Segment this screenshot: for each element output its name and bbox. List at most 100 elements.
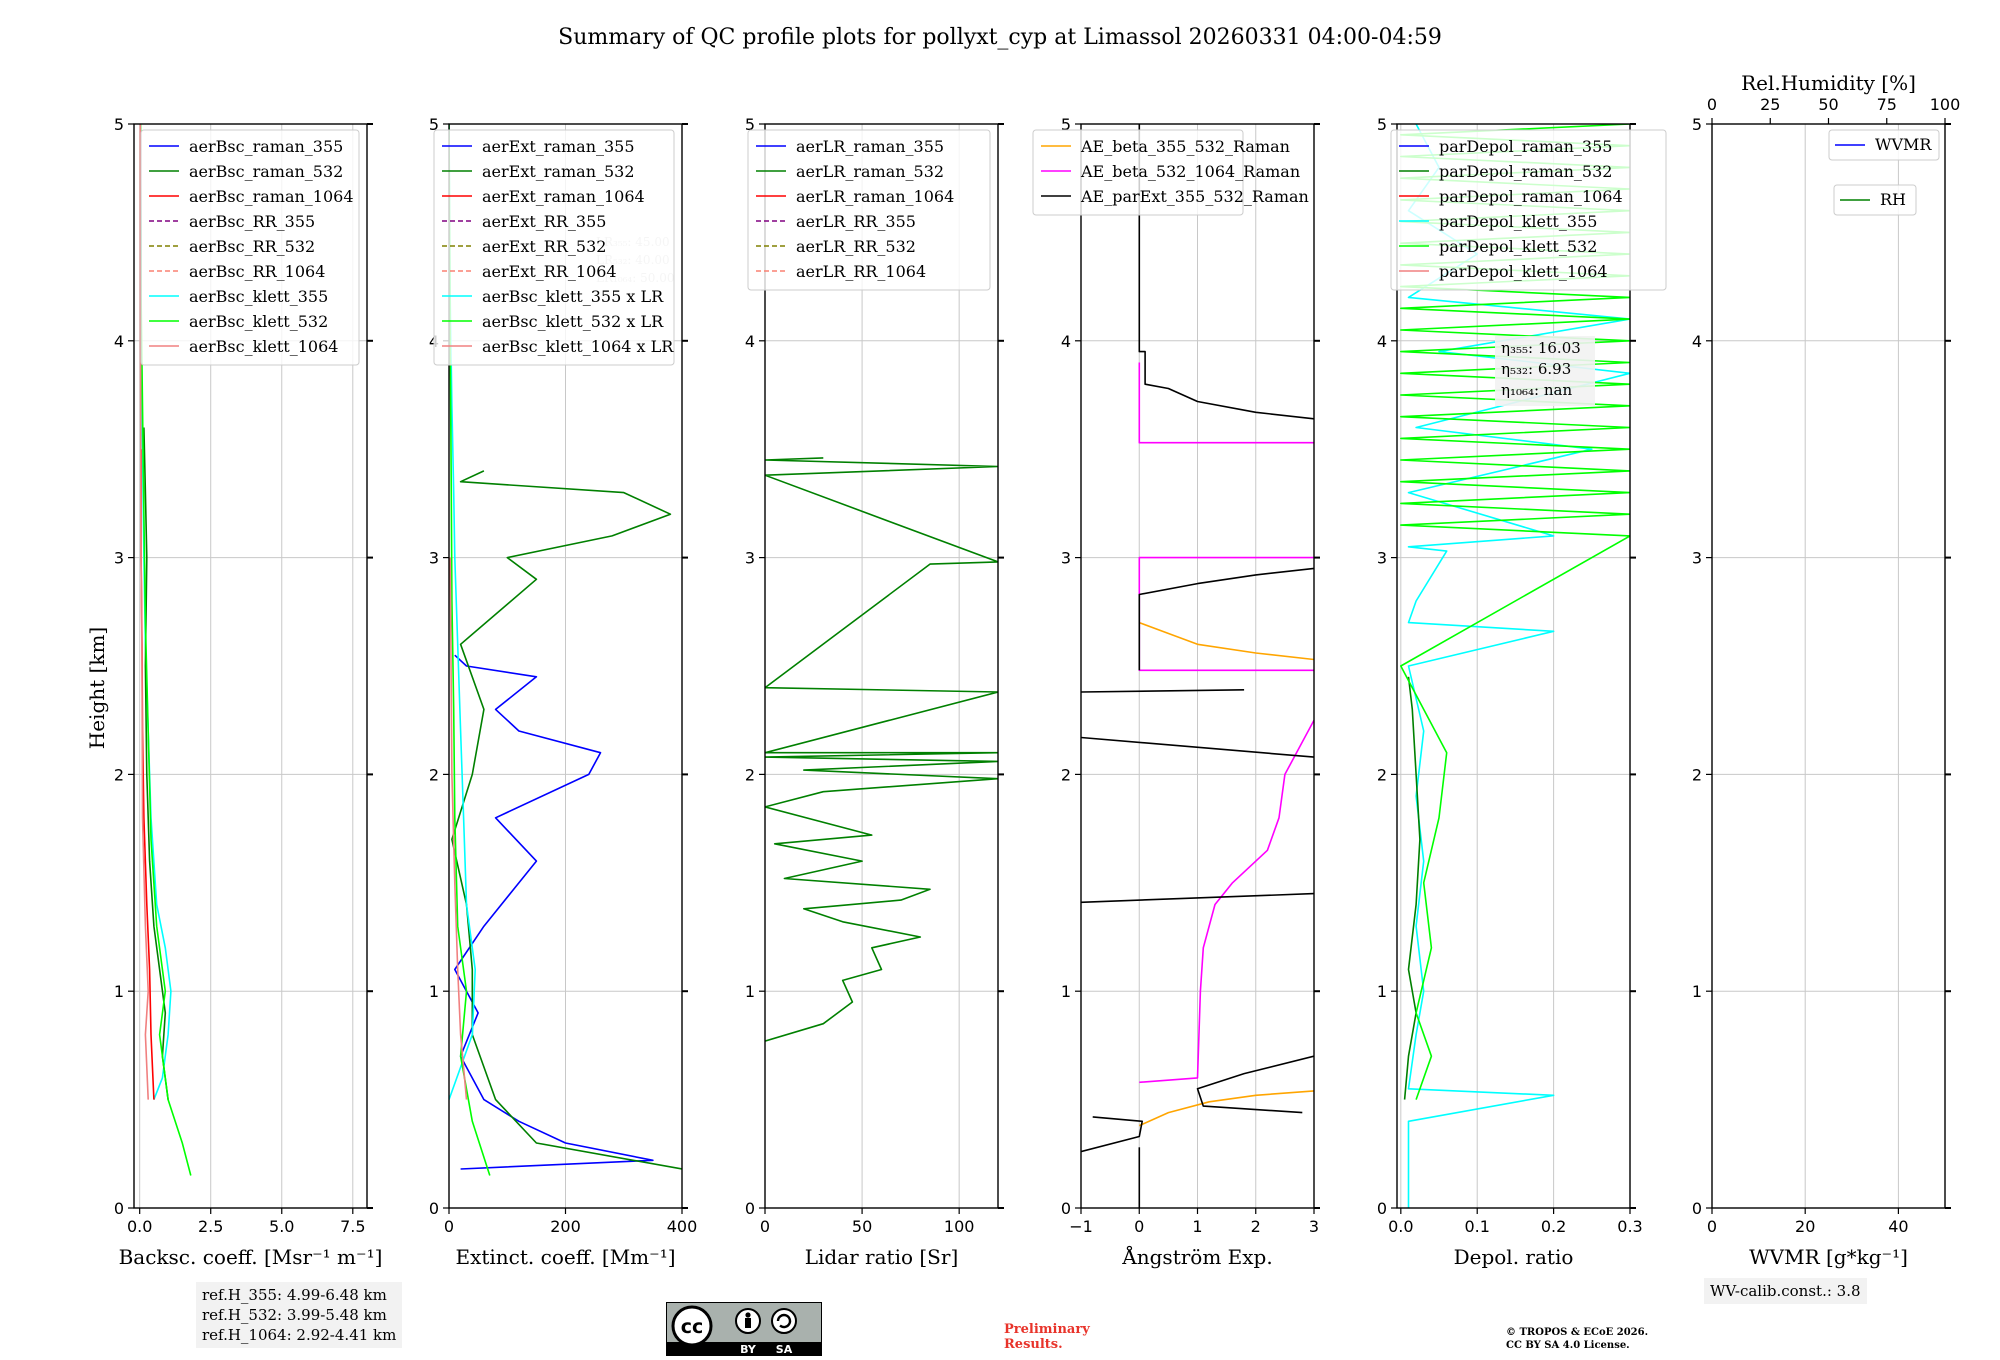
legend-label-2: aerExt_raman_1064 (482, 187, 645, 206)
series-group-lidar_ratio (765, 457, 998, 1042)
y-tick-label-5: 5 (1377, 115, 1387, 134)
top-x-axis-label: Rel.Humidity [%] (1741, 71, 1916, 95)
axes-frame-water_vapor (1711, 123, 1946, 1209)
x-axis-label-angstrom: Ångström Exp. (1121, 1244, 1272, 1269)
legend-label-3: aerExt_RR_355 (482, 212, 606, 231)
copyright-note: © TROPOS & ECoE 2026. CC BY SA 4.0 Licen… (1506, 1326, 1648, 1352)
panel-extinction: LR₃₅₅: 45.00LR₅₃₂: 40.00LR₁₀₆₄: 50.00020… (429, 115, 697, 1269)
legend-label-7: aerBsc_klett_532 (189, 312, 328, 331)
series-line-AE_parExt_355_532_Raman_h24 (1081, 689, 1245, 693)
y-tick-label-5: 5 (114, 115, 124, 134)
y-tick-label-4: 4 (114, 332, 124, 351)
x-tick-label-3: 7.5 (340, 1217, 365, 1236)
series-line-AE_parExt_355_532_Raman_mid (1196, 1055, 1314, 1114)
legend-label-1: RH (1880, 190, 1906, 209)
legend-label-8: aerBsc_klett_1064 x LR (482, 337, 674, 356)
legend-label-4: aerLR_RR_532 (796, 237, 916, 256)
series-line-aerBsc_klett_1064 x LR (449, 557, 468, 1100)
legend-label-5: aerBsc_RR_1064 (189, 262, 325, 281)
legend-box-extinction (433, 129, 675, 366)
y-tick-label-5: 5 (1692, 115, 1702, 134)
cc-circle-icon (671, 1305, 713, 1347)
x-tick-label-3: 0.3 (1617, 1217, 1642, 1236)
y-tick-label-2: 2 (429, 765, 439, 784)
legend-box-1 (1833, 184, 1917, 216)
y-tick-label-0: 0 (1061, 1199, 1071, 1218)
y-tick-label-5: 5 (1061, 115, 1071, 134)
legend-label-8: aerBsc_klett_1064 (189, 337, 338, 356)
copyright-line2: CC BY SA 4.0 License. (1506, 1340, 1630, 1351)
axes-frame-lidar_ratio (764, 123, 999, 1209)
y-tick-label-1: 1 (1061, 982, 1071, 1001)
legend-box-depolarization (1390, 129, 1667, 291)
series-line-aerBsc_raman_532 (143, 427, 169, 1100)
series-line-AE_beta_532_1064_Raman_upper (1138, 362, 1314, 444)
series-line-aerExt_raman_532 (451, 470, 682, 1170)
x-tick-label-1: 2.5 (198, 1217, 223, 1236)
x-axis-label-backscatter: Backsc. coeff. [Msr⁻¹ m⁻¹] (119, 1245, 383, 1269)
legend-label-0: aerBsc_raman_355 (189, 137, 343, 156)
cc-mark-text: cc (681, 1316, 704, 1338)
legend-label-0: WVMR (1875, 135, 1932, 154)
series-line-aerBsc_klett_1064 (139, 124, 149, 1100)
axes-frame-depolarization (1396, 123, 1631, 1209)
y-tick-label-1: 1 (745, 982, 755, 1001)
x-axis-label-water_vapor: WVMR [g*kg⁻¹] (1749, 1245, 1908, 1269)
legend-label-6: aerBsc_klett_355 (189, 287, 328, 306)
y-tick-label-5: 5 (745, 115, 755, 134)
top-x-tick-label-4: 100 (1930, 95, 1961, 114)
legend-label-1: AE_beta_532_1064_Raman (1080, 162, 1300, 181)
legend-label-5: parDepol_klett_1064 (1439, 262, 1608, 281)
x-tick-label-0: 0.0 (1388, 1217, 1413, 1236)
legend-label-1: aerBsc_raman_532 (189, 162, 343, 181)
legend-label-2: parDepol_raman_1064 (1439, 187, 1623, 206)
x-tick-label-1: 0.1 (1464, 1217, 1489, 1236)
x-axis-label-extinction: Extinct. coeff. [Mm⁻¹] (455, 1245, 675, 1269)
y-tick-label-3: 3 (745, 549, 755, 568)
preliminary-line2: Results. (1004, 1337, 1063, 1352)
wv-calibration-box: WV-calib.const.: 3.8 (1704, 1278, 1867, 1304)
y-tick-label-2: 2 (745, 765, 755, 784)
panels-group: 0.0 2.5 5.0 7.5 0 1 2 3 4 5 Backsc. coeff. [Msr⁻¹ … (114, 71, 1960, 1269)
series-line-parDepol_klett_355 (1407, 124, 1630, 1208)
axes-frame-backscatter (133, 123, 368, 1209)
wv-calib-const: WV-calib.const.: 3.8 (1710, 1282, 1861, 1300)
legend-label-0: parDepol_raman_355 (1439, 137, 1612, 156)
preliminary-note: Preliminary Results. (1004, 1322, 1090, 1352)
y-tick-label-1: 1 (1377, 982, 1387, 1001)
series-line-aerLR_raman_532 (765, 457, 998, 1042)
y-tick-label-1: 1 (1692, 982, 1702, 1001)
series-line-aerExt_raman_355 (453, 654, 654, 1170)
y-tick-label-0: 0 (1692, 1199, 1702, 1218)
x-tick-label-2: 0.2 (1541, 1217, 1566, 1236)
sa-arrow-icon (776, 1313, 792, 1329)
eta-label-1: η₅₃₂: 6.93 (1501, 360, 1571, 378)
y-tick-label-3: 3 (1377, 549, 1387, 568)
y-tick-label-0: 0 (114, 1199, 124, 1218)
y-tick-label-3: 3 (429, 549, 439, 568)
reference-height-box: ref.H_355: 4.99-6.48 km ref.H_532: 3.99-… (196, 1282, 403, 1348)
y-tick-label-0: 0 (429, 1199, 439, 1218)
eta-label-0: η₃₅₅: 16.03 (1501, 339, 1581, 357)
x-tick-label-4: 3 (1309, 1217, 1319, 1236)
y-tick-label-4: 4 (1061, 332, 1071, 351)
eta-label-2: η₁₀₆₄: nan (1501, 381, 1572, 399)
figure-title: Summary of QC profile plots for pollyxt_… (558, 25, 1442, 50)
y-tick-label-4: 4 (1377, 332, 1387, 351)
ref-height-355: ref.H_355: 4.99-6.48 km (202, 1286, 387, 1304)
sa-share-icon (771, 1308, 797, 1334)
x-tick-label-0: 0 (1707, 1217, 1717, 1236)
series-line-aerBsc_klett_532 (139, 124, 192, 1176)
y-tick-label-5: 5 (429, 115, 439, 134)
panel-backscatter: 0.0 2.5 5.0 7.5 0 1 2 3 4 5 Backsc. coeff. [Msr⁻¹ … (114, 115, 383, 1269)
series-line-AE_beta_355_532_Raman_upper (1139, 621, 1314, 661)
y-tick-label-3: 3 (1061, 549, 1071, 568)
legend-label-2: AE_parExt_355_532_Raman (1080, 187, 1309, 206)
x-axis-label-lidar_ratio: Lidar ratio [Sr] (805, 1245, 959, 1269)
legend-label-2: aerBsc_raman_1064 (189, 187, 354, 206)
legend-label-2: aerLR_raman_1064 (796, 187, 954, 206)
ref-height-532: ref.H_532: 3.99-5.48 km (202, 1306, 387, 1324)
cc-by-text: BY (740, 1343, 757, 1356)
